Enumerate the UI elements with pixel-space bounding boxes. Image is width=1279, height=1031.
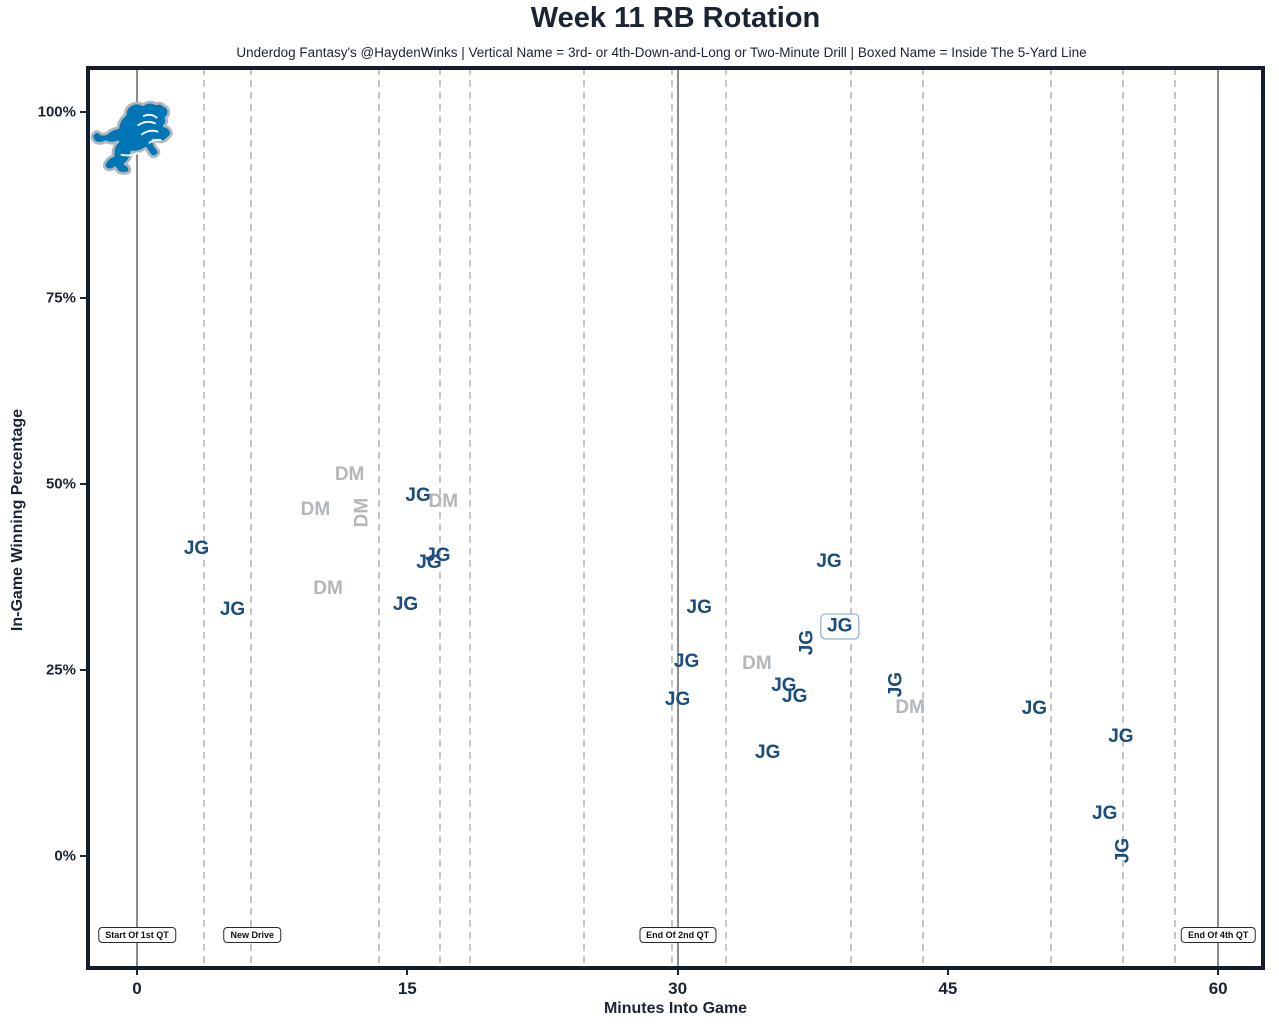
y-tick-mark: [80, 111, 87, 113]
quarter-boundary-line: [1217, 68, 1220, 968]
quarter-boundary-line: [676, 68, 679, 968]
player-label-jg: JG: [1021, 697, 1048, 719]
x-tick-label: 0: [132, 979, 142, 998]
annotation-end-of-4th-qt: End Of 4th QT: [1180, 927, 1256, 943]
new-drive-line: [202, 68, 205, 968]
player-label-jg: JG: [416, 552, 442, 574]
player-label-jg: JG: [686, 597, 712, 619]
player-label-jg: JG: [771, 675, 797, 697]
x-tick-mark: [676, 968, 679, 975]
chart-title: Week 11 RB Rotation: [530, 2, 821, 34]
player-label-jg: JG: [1108, 726, 1134, 748]
player-label-jg: JG: [425, 545, 451, 567]
x-tick-mark: [406, 968, 409, 975]
x-tick-mark: [946, 968, 949, 975]
x-tick-mark: [1217, 968, 1220, 975]
player-label-jg: JG: [782, 685, 808, 707]
x-tick-label: 60: [1208, 979, 1228, 998]
player-label-jg: JG: [183, 537, 210, 559]
new-drive-line: [1121, 68, 1124, 968]
x-tick-mark: [136, 968, 138, 975]
new-drive-line: [849, 68, 852, 968]
new-drive-line: [725, 68, 728, 968]
player-label-dm: DM: [334, 464, 365, 486]
detroit-lions-logo-icon: [90, 100, 173, 175]
quarter-boundary-line: [136, 68, 138, 968]
player-label-jg: JG: [820, 613, 860, 640]
player-label-jg: JG: [796, 630, 818, 656]
player-label-jg: JG: [1112, 837, 1134, 864]
player-label-jg: JG: [405, 485, 431, 507]
player-label-jg: JG: [392, 594, 419, 616]
new-drive-line: [469, 68, 472, 968]
player-label-jg: JG: [755, 742, 781, 764]
annotation-end-of-2nd-qt: End Of 2nd QT: [639, 927, 717, 943]
y-tick-mark: [80, 669, 87, 671]
player-label-dm: DM: [351, 497, 373, 528]
x-axis-label: Minutes Into Game: [603, 1000, 748, 1017]
player-label-dm: DM: [895, 697, 925, 719]
new-drive-line: [377, 68, 380, 968]
y-tick-label: 100%: [37, 103, 76, 121]
player-label-dm: DM: [300, 499, 331, 521]
player-label-jg: JG: [664, 688, 691, 710]
player-label-jg: JG: [673, 650, 700, 672]
x-tick-label: 30: [668, 979, 688, 998]
new-drive-line: [438, 68, 441, 968]
player-label-jg: JG: [885, 671, 907, 698]
new-drive-line: [1174, 68, 1176, 968]
player-label-dm: DM: [742, 653, 772, 675]
x-tick-label: 15: [397, 979, 417, 998]
x-tick-label: 45: [938, 979, 958, 998]
player-label-jg: JG: [816, 551, 842, 573]
player-label-dm: DM: [428, 491, 459, 513]
new-drive-line: [582, 68, 585, 968]
y-tick-mark: [80, 297, 87, 299]
y-axis-label: In-Game Winning Percentage: [9, 408, 26, 632]
y-tick-label: 50%: [45, 475, 76, 493]
plot-border: [86, 66, 1265, 970]
new-drive-line: [249, 68, 252, 968]
y-tick-label: 0%: [54, 847, 76, 865]
y-tick-mark: [80, 483, 87, 485]
new-drive-line: [671, 68, 674, 968]
new-drive-line: [1049, 68, 1052, 968]
new-drive-line: [921, 68, 924, 968]
player-label-jg: JG: [1092, 803, 1118, 825]
annotation-start-of-1st-qt: Start Of 1st QT: [98, 927, 176, 943]
annotation-new-drive: New Drive: [223, 927, 282, 943]
chart-subtitle: Underdog Fantasy's @HaydenWinks | Vertic…: [236, 45, 1087, 60]
y-tick-mark: [80, 855, 87, 857]
y-tick-label: 25%: [45, 661, 76, 679]
player-label-jg: JG: [219, 598, 246, 620]
player-label-dm: DM: [313, 578, 343, 600]
y-tick-label: 75%: [45, 289, 76, 307]
